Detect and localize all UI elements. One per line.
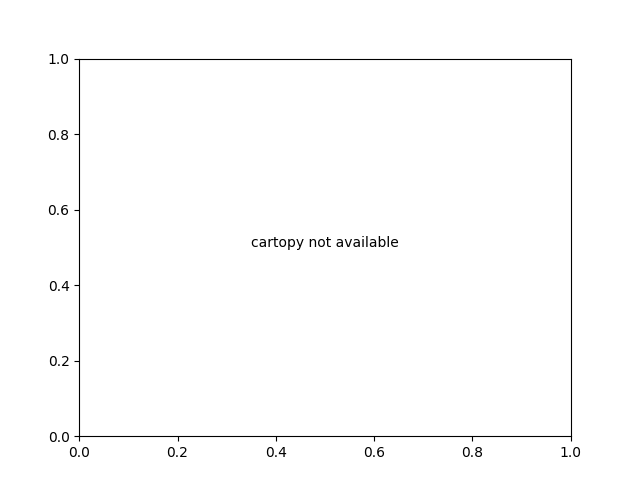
Text: cartopy not available: cartopy not available [251, 237, 399, 250]
